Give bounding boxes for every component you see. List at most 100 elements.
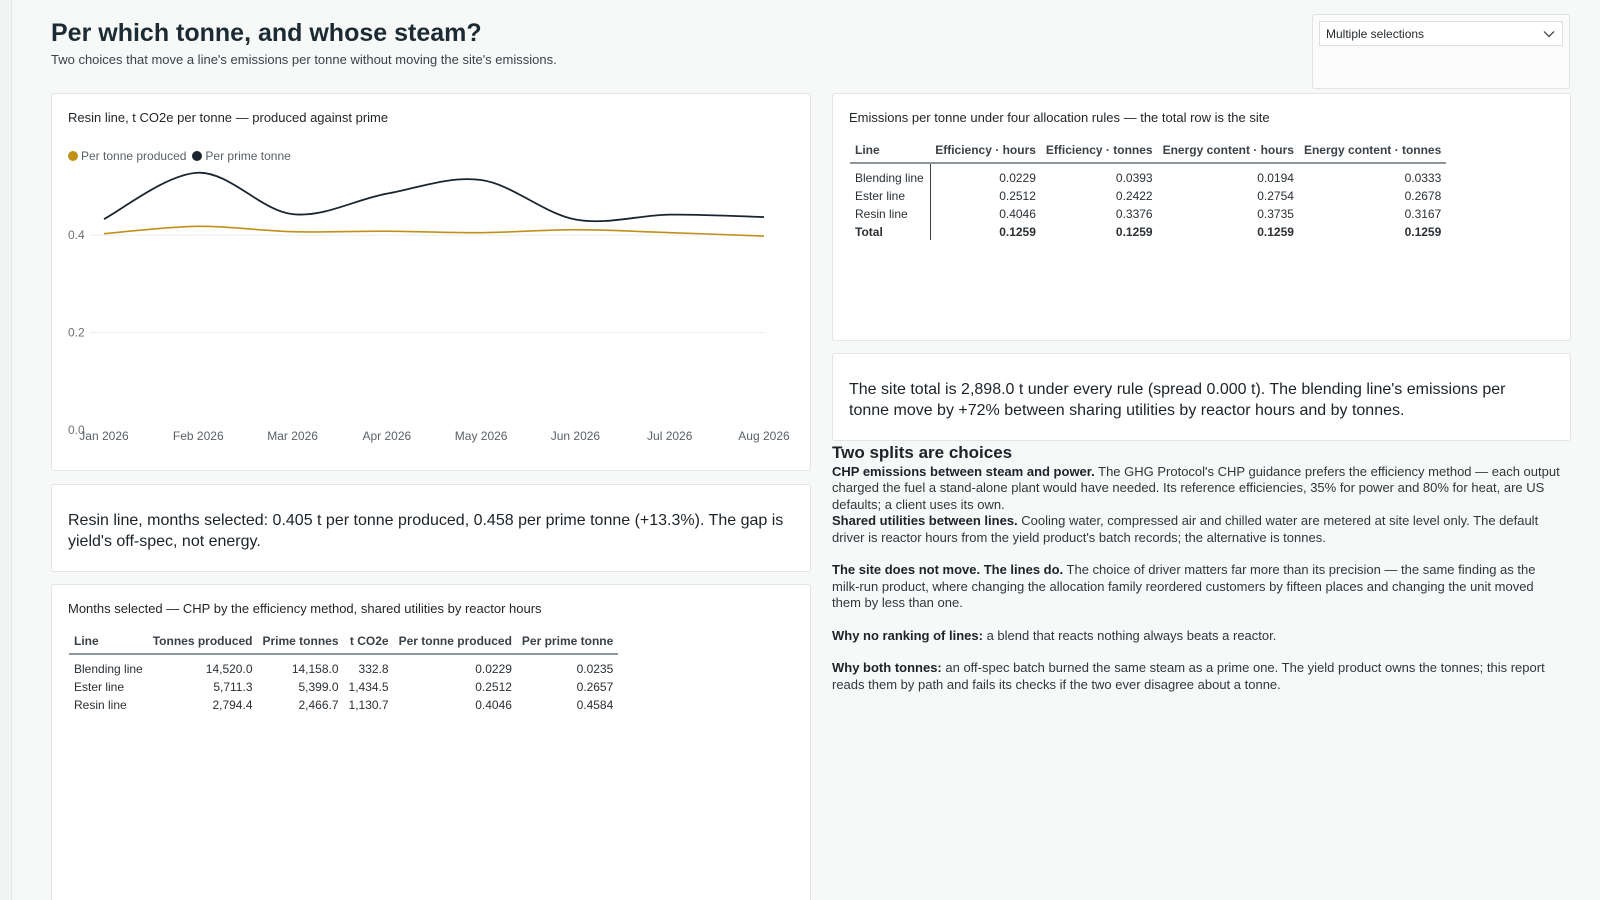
- note-utilities: Shared utilities between lines. Cooling …: [832, 513, 1562, 546]
- table-cell: 0.4046: [999, 207, 1036, 221]
- left-callout-card: Resin line, months selected: 0.405 t per…: [51, 484, 811, 572]
- note-tonnes: Why both tonnes: an off-spec batch burne…: [832, 660, 1562, 693]
- y-tick-label: 0.2: [68, 326, 85, 340]
- note-site-lead: The site does not move. The lines do.: [832, 562, 1064, 577]
- legend-item-prime[interactable]: Per prime tonne: [192, 149, 291, 163]
- notes-panel: Two splits are choices CHP emissions bet…: [832, 443, 1562, 693]
- note-tonnes-lead: Why both tonnes:: [832, 660, 942, 675]
- alloc-table-card: Emissions per tonne under four allocatio…: [832, 93, 1571, 341]
- series-line-produced: [103, 225, 765, 237]
- table-cell: 0.1259: [1257, 225, 1294, 239]
- note-chp: CHP emissions between steam and power. T…: [832, 464, 1562, 514]
- y-tick-label: 0.4: [68, 228, 85, 242]
- x-tick-label: Feb 2026: [173, 429, 224, 443]
- months-table-title: Months selected — CHP by the efficiency …: [68, 601, 542, 616]
- col-efficiency-hours[interactable]: Efficiency · hours: [930, 143, 1041, 164]
- legend-label-prime: Per prime tonne: [205, 149, 291, 163]
- series-line-prime: [103, 171, 765, 223]
- table-cell: Ester line: [74, 680, 125, 694]
- table-row: Blending line 0.0229 0.0393 0.0194 0.033…: [850, 163, 1446, 186]
- chart-card: Resin line, t CO2e per tonne — produced …: [51, 93, 811, 471]
- right-callout-card: The site total is 2,898.0 t under every …: [832, 353, 1571, 441]
- months-table-header-row: Line Tonnes produced Prime tonnes t CO2e…: [69, 634, 619, 655]
- left-callout-text: Resin line, months selected: 0.405 t per…: [68, 512, 784, 550]
- table-cell: 0.0229: [999, 171, 1036, 185]
- table-cell: 1,130.7: [348, 698, 389, 712]
- col-t-co2e[interactable]: t CO2e: [343, 634, 394, 655]
- table-total-row: Total 0.1259 0.1259 0.1259 0.1259: [850, 222, 1446, 240]
- x-tick-label: May 2026: [455, 429, 508, 443]
- table-row: Resin line 2,794.4 2,466.7 1,130.7 0.404…: [69, 695, 618, 713]
- alloc-table: Line Efficiency · hours Efficiency · ton…: [850, 143, 1447, 240]
- chart-legend: Per tonne produced Per prime tonne: [68, 149, 291, 163]
- x-tick-label: Aug 2026: [738, 429, 790, 443]
- table-cell: 5,711.3: [213, 680, 253, 694]
- table-cell: 0.1259: [1404, 225, 1442, 239]
- table-cell: 0.2678: [1404, 189, 1442, 203]
- page-subtitle: Two choices that move a line's emissions…: [51, 52, 557, 67]
- note-ranking-text: a blend that reacts nothing always beats…: [982, 627, 1277, 643]
- chart-title: Resin line, t CO2e per tonne — produced …: [68, 110, 389, 125]
- x-tick-label: Jun 2026: [551, 429, 601, 443]
- note-utilities-text: Cooling water, compressed air and chille…: [832, 513, 1539, 545]
- note-site: The site does not move. The lines do. Th…: [832, 562, 1562, 612]
- line-chart: 0.0 0.2 0.4 Jan 2026 Feb 2026 Mar 2026 Apr 202…: [68, 171, 790, 443]
- table-cell: 332.8: [358, 662, 389, 676]
- x-tick-label: Apr 2026: [363, 429, 412, 443]
- table-cell: 0.2754: [1257, 189, 1294, 203]
- table-cell: 1,434.5: [348, 680, 389, 694]
- col-efficiency-tonnes[interactable]: Efficiency · tonnes: [1040, 143, 1158, 164]
- note-utilities-lead: Shared utilities between lines.: [832, 513, 1018, 528]
- months-table-card: Months selected — CHP by the efficiency …: [51, 584, 811, 900]
- table-cell: 0.3376: [1115, 207, 1153, 221]
- table-cell: 14,520.0: [205, 662, 253, 676]
- table-cell: 0.0333: [1404, 171, 1442, 185]
- x-tick-label: Jul 2026: [647, 429, 693, 443]
- col-per-prime-tonne[interactable]: Per prime tonne: [516, 634, 619, 655]
- note-chp-text: The GHG Protocol's CHP guidance prefers …: [832, 463, 1560, 512]
- table-row: Ester line 0.2512 0.2422 0.2754 0.2678: [850, 186, 1446, 204]
- col-line[interactable]: Line: [69, 634, 148, 655]
- table-cell: 0.0194: [1257, 171, 1294, 185]
- right-callout-text: The site total is 2,898.0 t under every …: [849, 381, 1506, 419]
- col-prime-tonnes[interactable]: Prime tonnes: [257, 634, 344, 655]
- alloc-table-header-row: Line Efficiency · hours Efficiency · ton…: [850, 143, 1447, 164]
- notes-heading: Two splits are choices: [832, 443, 1013, 462]
- table-cell: 0.3167: [1404, 207, 1442, 221]
- table-cell: 2,794.4: [212, 698, 253, 712]
- table-cell: 0.0235: [576, 662, 614, 676]
- legend-dot-prime: [192, 151, 203, 161]
- col-tonnes-produced[interactable]: Tonnes produced: [147, 634, 258, 655]
- table-cell: Ester line: [850, 186, 931, 204]
- legend-item-produced[interactable]: Per tonne produced: [68, 149, 186, 163]
- table-cell: 0.1259: [999, 225, 1036, 239]
- legend-label-produced: Per tonne produced: [81, 149, 187, 163]
- y-tick-label: 0.0: [68, 423, 85, 437]
- slicer-dropdown[interactable]: Multiple selections: [1319, 21, 1563, 46]
- col-line[interactable]: Line: [850, 143, 931, 164]
- table-row: Blending line 14,520.0 14,158.0 332.8 0.…: [69, 654, 618, 677]
- table-cell: 14,158.0: [291, 662, 339, 676]
- note-ranking: Why no ranking of lines: a blend that re…: [832, 628, 1562, 645]
- x-tick-label: Mar 2026: [267, 429, 318, 443]
- legend-dot-produced: [68, 151, 78, 161]
- table-cell: 0.2512: [475, 680, 512, 694]
- table-cell: Total: [850, 222, 931, 240]
- table-cell: 0.2422: [1115, 189, 1153, 203]
- col-energy-hours[interactable]: Energy content · hours: [1157, 143, 1299, 164]
- page-title: Per which tonne, and whose steam?: [51, 19, 482, 47]
- col-energy-tonnes[interactable]: Energy content · tonnes: [1298, 143, 1447, 164]
- note-tonnes-text: an off-spec batch burned the same steam …: [832, 660, 1545, 692]
- table-cell: 0.4584: [576, 698, 614, 712]
- month-slicer: Multiple selections: [1312, 14, 1570, 89]
- table-cell: 0.1259: [1115, 225, 1153, 239]
- slicer-value: Multiple selections: [1326, 26, 1425, 41]
- table-cell: 0.2657: [576, 680, 614, 694]
- table-cell: 0.0393: [1115, 171, 1153, 185]
- table-row: Ester line 5,711.3 5,399.0 1,434.5 0.251…: [69, 677, 618, 695]
- x-tick-label: Jan 2026: [79, 429, 129, 443]
- table-cell: Resin line: [850, 204, 931, 222]
- col-per-tonne-produced[interactable]: Per tonne produced: [393, 634, 517, 655]
- table-cell: 2,466.7: [298, 698, 339, 712]
- chevron-down-icon: [1543, 30, 1555, 37]
